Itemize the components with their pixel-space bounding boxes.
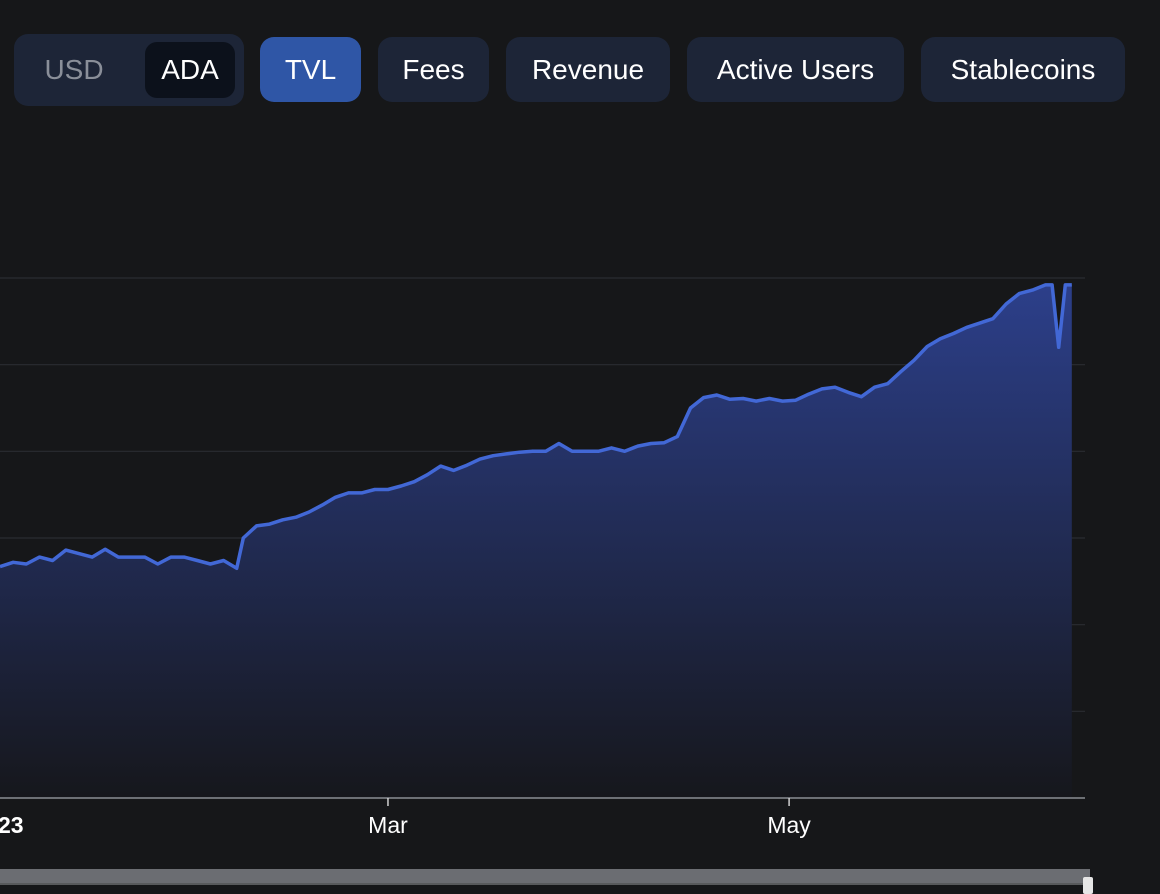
currency-toggle: USD ADA xyxy=(14,34,244,106)
tvl-series-line xyxy=(0,283,1072,571)
tab-fees[interactable]: Fees xyxy=(378,37,489,102)
range-slider-handle[interactable] xyxy=(1083,877,1093,894)
tab-tvl[interactable]: TVL xyxy=(260,37,361,102)
x-tick-label: 23 xyxy=(0,812,24,838)
tab-revenue[interactable]: Revenue xyxy=(506,37,670,102)
x-tick-label: Mar xyxy=(368,812,408,838)
tab-active-users[interactable]: Active Users xyxy=(687,37,904,102)
tvl-area-fill xyxy=(0,284,1072,798)
currency-ada-option[interactable]: ADA xyxy=(145,42,235,98)
tab-stablecoins[interactable]: Stablecoins xyxy=(921,37,1125,102)
x-axis-ticks: 23 Mar May xyxy=(0,798,811,838)
range-slider-track[interactable] xyxy=(0,869,1090,883)
currency-usd-option[interactable]: USD xyxy=(44,54,104,85)
x-tick-label: May xyxy=(767,812,811,838)
